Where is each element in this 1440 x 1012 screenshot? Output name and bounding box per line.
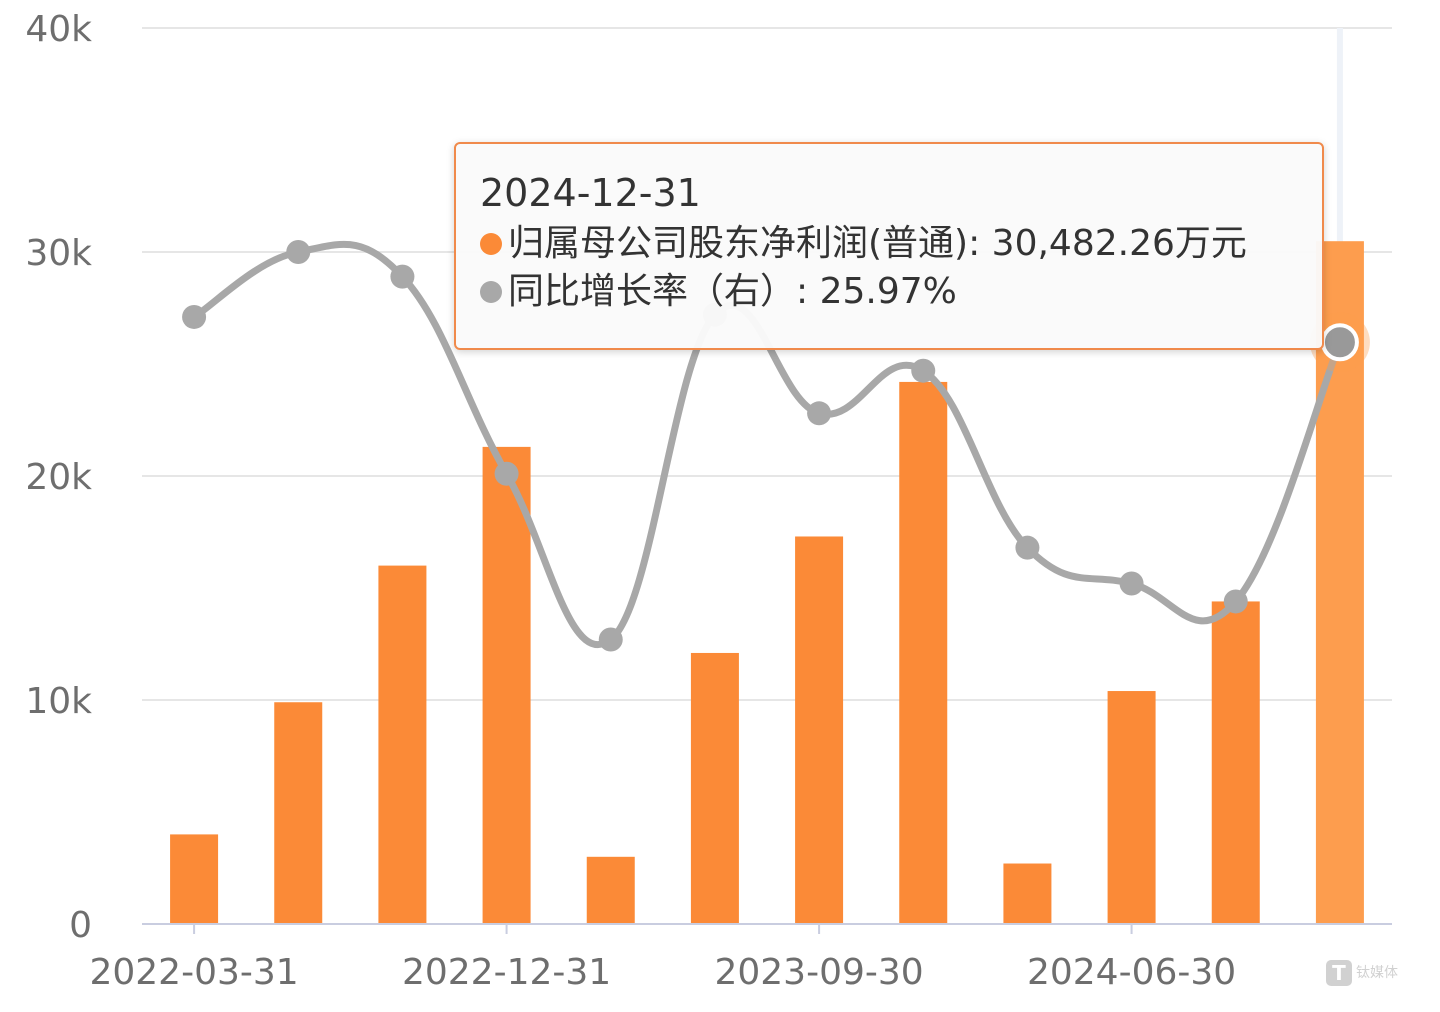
orange-dot-icon: [480, 233, 502, 255]
tooltip-date: 2024-12-31: [480, 171, 701, 215]
tmtpost-logo-icon: T: [1326, 960, 1352, 986]
tooltip-growth-text: 同比增长率（右）: 25.97%: [508, 271, 957, 312]
bar-net-profit: [899, 381, 948, 924]
y-tick-label: 20k: [25, 457, 92, 498]
y-tick-label: 30k: [25, 233, 92, 274]
bar-series: [170, 241, 1364, 924]
growth-rate-point: [494, 461, 519, 486]
bar-net-profit: [1003, 863, 1052, 924]
bar-net-profit: [586, 856, 635, 924]
x-tick-label: 2022-03-31: [89, 952, 298, 993]
bar-net-profit: [795, 536, 844, 924]
tooltip-net-profit-text: 归属母公司股东净利润(普通): 30,482.26万元: [508, 223, 1247, 264]
tooltip-row-net-profit: 归属母公司股东净利润(普通): 30,482.26万元: [480, 220, 1322, 268]
growth-rate-point: [1015, 535, 1040, 560]
tooltip-row-growth: 同比增长率（右）: 25.97%: [480, 268, 1322, 316]
watermark-logo: T 钛媒体: [1326, 958, 1406, 988]
bar-net-profit: [1107, 691, 1156, 924]
bar-net-profit: [1211, 601, 1260, 924]
bar-net-profit: [378, 565, 427, 924]
growth-rate-point: [390, 264, 415, 289]
bar-net-profit: [170, 834, 219, 924]
x-tick-label: 2024-06-30: [1027, 952, 1236, 993]
y-tick-label: 0: [69, 905, 92, 946]
growth-rate-point: [1320, 323, 1359, 362]
axes: 0 10k 20k 30k 40k 2022-03-31 2022-12-31 2023-09…: [25, 9, 1392, 993]
gray-dot-icon: [480, 281, 502, 303]
growth-rate-point: [286, 240, 311, 264]
y-tick-label: 10k: [25, 681, 92, 722]
growth-rate-point: [911, 358, 936, 383]
x-tick-label: 2023-09-30: [714, 952, 923, 993]
bar-net-profit: [690, 652, 739, 924]
growth-rate-point: [598, 627, 623, 652]
growth-rate-point: [1119, 571, 1144, 596]
growth-rate-point: [1223, 589, 1248, 614]
bar-net-profit: [482, 446, 531, 924]
growth-rate-point: [182, 304, 207, 329]
y-tick-label: 40k: [25, 9, 92, 50]
x-tick-label: 2022-12-31: [402, 952, 611, 993]
bar-net-profit: [274, 702, 323, 924]
chart-tooltip: 2024-12-31 归属母公司股东净利润(普通): 30,482.26万元 同…: [454, 142, 1324, 350]
growth-rate-point: [807, 401, 832, 426]
watermark-text: 钛媒体: [1356, 965, 1398, 981]
